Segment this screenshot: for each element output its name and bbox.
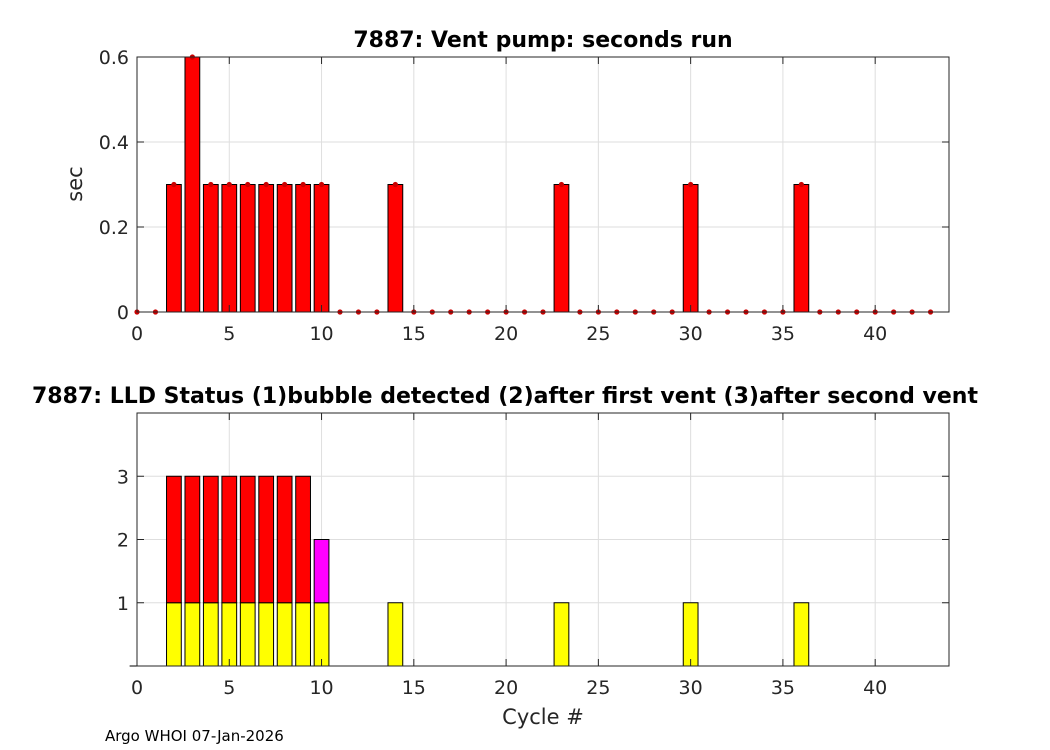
lld-bar-segment-upper bbox=[202, 475, 219, 604]
vent-pump-point bbox=[208, 181, 214, 188]
vent-pump-bar bbox=[221, 184, 238, 313]
lld-bar-segment-1 bbox=[184, 602, 201, 667]
vent-pump-point bbox=[245, 181, 251, 188]
vent-pump-xtick-label: 40 bbox=[863, 323, 887, 345]
lld-bar-segment-1 bbox=[166, 602, 182, 667]
lld-bar-segment-1 bbox=[793, 602, 810, 667]
vent-pump-point bbox=[300, 181, 306, 188]
lld-bar-segment-1 bbox=[239, 602, 256, 667]
lld-ticks: 0 5 10 15 20 25 30 35 40 1 2 3 bbox=[117, 413, 949, 699]
vent-pump-xtick-label: 0 bbox=[131, 323, 143, 345]
vent-pump-bar bbox=[313, 184, 330, 313]
vent-pump-ytick-label: 0 bbox=[117, 302, 129, 324]
vent-pump-xtick-label: 15 bbox=[402, 323, 426, 345]
vent-pump-bar bbox=[682, 184, 699, 313]
vent-pump-bar bbox=[239, 184, 256, 313]
vent-pump-ticks: 0 5 10 15 20 25 30 35 40 0 0.2 0.4 0.6 bbox=[99, 47, 949, 345]
footer-credit: Argo WHOI 07-Jan-2026 bbox=[105, 727, 284, 745]
lld-xtick-label: 35 bbox=[771, 677, 795, 699]
lld-bar-segment-1 bbox=[387, 602, 404, 667]
vent-pump-axes-box bbox=[136, 56, 950, 313]
vent-pump-point bbox=[558, 181, 565, 188]
vent-pump-point bbox=[282, 181, 288, 188]
vent-pump-bars bbox=[134, 54, 934, 315]
vent-pump-xtick-label: 35 bbox=[771, 323, 795, 345]
lld-bar-segment-1 bbox=[553, 602, 570, 667]
lld-xtick-label: 0 bbox=[131, 677, 143, 699]
lld-bar-segment-upper bbox=[258, 475, 275, 604]
lld-xtick-label: 30 bbox=[679, 677, 703, 699]
vent-pump-bar bbox=[387, 184, 404, 313]
vent-pump-title: 7887: Vent pump: seconds run bbox=[353, 28, 732, 53]
vent-pump-ytick-label: 0.4 bbox=[99, 132, 129, 154]
vent-pump-point bbox=[171, 181, 177, 188]
vent-pump-xtick-label: 30 bbox=[679, 323, 703, 345]
lld-bar-segment-1 bbox=[682, 602, 699, 667]
vent-pump-bar bbox=[553, 184, 570, 313]
vent-pump-bar bbox=[258, 184, 275, 313]
lld-xtick-label: 40 bbox=[863, 677, 887, 699]
lld-bar-segment-upper bbox=[221, 475, 238, 604]
vent-pump-bar bbox=[295, 184, 311, 313]
lld-bar-segment-1 bbox=[202, 602, 219, 667]
lld-bar-segment-upper bbox=[295, 475, 311, 604]
lld-xtick-label: 20 bbox=[494, 677, 518, 699]
lld-ytick-label: 1 bbox=[117, 593, 129, 615]
vent-pump-ytick-label: 0.6 bbox=[99, 47, 129, 69]
lld-bar-segment-1 bbox=[258, 602, 275, 667]
lld-bar-segment-upper bbox=[184, 475, 201, 604]
lld-bar-segment-1 bbox=[221, 602, 238, 667]
vent-pump-point bbox=[688, 181, 694, 188]
lld-bar-segment-upper bbox=[166, 475, 182, 604]
vent-pump-bar bbox=[793, 184, 810, 313]
lld-bar-segment-upper bbox=[276, 475, 293, 604]
vent-pump-point bbox=[263, 181, 269, 188]
lld-bar-segment-upper bbox=[313, 539, 330, 604]
lld-title: 7887: LLD Status (1)bubble detected (2)a… bbox=[32, 384, 978, 409]
vent-pump-point bbox=[798, 181, 804, 188]
vent-pump-xtick-label: 5 bbox=[223, 323, 235, 345]
lld-bar-segment-1 bbox=[276, 602, 293, 667]
vent-pump-bar bbox=[276, 184, 293, 313]
lld-ytick-label: 2 bbox=[117, 530, 129, 552]
vent-pump-ylabel: sec bbox=[63, 166, 87, 201]
lld-bar-segment-1 bbox=[295, 602, 311, 667]
vent-pump-ytick-label: 0.2 bbox=[99, 217, 129, 239]
vent-pump-xtick-label: 10 bbox=[309, 323, 333, 345]
lld-xlabel: Cycle # bbox=[502, 705, 584, 729]
vent-pump-point bbox=[392, 181, 398, 188]
vent-pump-axes: 0 5 10 15 20 25 30 35 40 0 0.2 0.4 0.6 7887: Vent pu… bbox=[63, 28, 950, 345]
lld-xtick-label: 10 bbox=[309, 677, 333, 699]
lld-xtick-label: 25 bbox=[586, 677, 610, 699]
lld-ytick-label: 3 bbox=[117, 466, 129, 488]
vent-pump-bar bbox=[184, 56, 201, 313]
lld-status-axes: 0 5 10 15 20 25 30 35 40 1 2 3 7887: LLD Status (1)… bbox=[32, 384, 978, 729]
lld-xtick-label: 15 bbox=[402, 677, 426, 699]
lld-bar-segment-upper bbox=[239, 475, 256, 604]
vent-pump-bar bbox=[166, 184, 182, 313]
vent-pump-xtick-label: 25 bbox=[586, 323, 610, 345]
vent-pump-xtick-label: 20 bbox=[494, 323, 518, 345]
vent-pump-bar bbox=[202, 184, 219, 313]
vent-pump-point bbox=[318, 181, 325, 188]
lld-xtick-label: 5 bbox=[223, 677, 235, 699]
lld-bar-segment-1 bbox=[313, 602, 330, 667]
vent-pump-point bbox=[226, 181, 232, 188]
